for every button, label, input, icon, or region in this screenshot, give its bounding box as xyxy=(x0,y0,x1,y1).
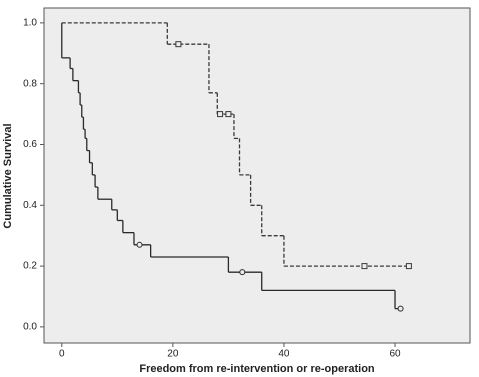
y-tick-label: 1.0 xyxy=(23,18,37,29)
censor-mark xyxy=(136,241,143,248)
x-tick-label: 20 xyxy=(167,349,179,360)
x-tick-label: 0 xyxy=(59,349,65,360)
censor-mark xyxy=(217,111,224,118)
plot-area xyxy=(43,7,471,344)
y-tick-label: 0.4 xyxy=(23,200,37,211)
y-tick-label: 0.6 xyxy=(23,139,37,150)
y-tick-label: 0.8 xyxy=(23,78,37,89)
x-tick-label: 40 xyxy=(278,349,290,360)
censor-mark xyxy=(175,41,182,48)
y-axis-label: Cumulative Survival xyxy=(2,123,14,228)
censor-mark xyxy=(405,263,412,270)
x-tick-label: 60 xyxy=(389,349,401,360)
y-tick-label: 0.2 xyxy=(23,261,37,272)
censor-mark xyxy=(239,269,246,276)
y-tick-label: 0.0 xyxy=(23,322,37,333)
censor-mark xyxy=(225,111,232,118)
censor-mark xyxy=(397,305,404,312)
x-axis-label: Freedom from re-intervention or re-opera… xyxy=(139,363,375,375)
censor-mark xyxy=(361,263,368,270)
